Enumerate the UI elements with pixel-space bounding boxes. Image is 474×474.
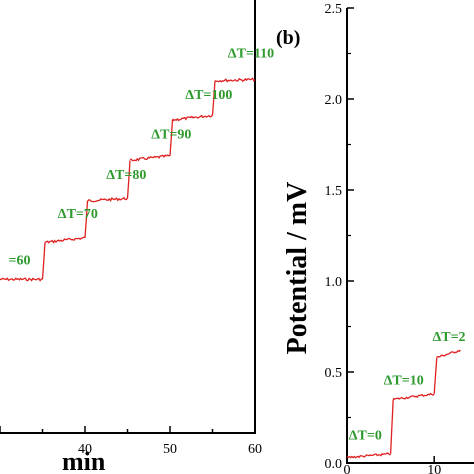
panel-b-trace	[346, 349, 461, 459]
panel-b-trace-segment	[392, 392, 435, 400]
panel-b-annotation: ΔT=10	[384, 374, 424, 389]
panel-a-annotation: ΔT=80	[106, 168, 146, 183]
panel-a-trace-segment	[0, 277, 43, 282]
panel-b-x-tick-label: 10	[427, 463, 441, 474]
panel-b-annotations: ΔT=0 ΔT=10 ΔT=2	[349, 330, 466, 443]
panel-a-axes	[0, 0, 256, 434]
panel-b-axes	[346, 8, 474, 464]
panel-a-trace-segment	[41, 242, 46, 280]
panel-b-y-tick-label: 2.0	[325, 93, 343, 108]
panel-a-trace-segment	[211, 80, 216, 116]
panel-a-trace-segment	[44, 236, 86, 244]
panel-a-trace-segment	[169, 119, 174, 156]
panel-a-annotations: =60 ΔT=70 ΔT=80 ΔT=90 ΔT=100 ΔT=110	[9, 47, 275, 269]
panel-a-annotation: ΔT=90	[151, 127, 191, 142]
panel-a-trace	[0, 77, 256, 282]
panel-b-trace-segment	[346, 452, 391, 459]
panel-b-annotation: ΔT=2	[432, 330, 465, 345]
panel-b-y-tick-label: 1.0	[325, 275, 343, 290]
panel-b-y-tick-label: 0.5	[325, 366, 343, 381]
panel-b-y-axis-title: Potential / mV	[282, 182, 313, 355]
panel-a-x-tick-label: 40	[78, 442, 92, 457]
panel-a-trace-segment	[171, 114, 213, 122]
panel-a-ticks: 40 50 60	[0, 426, 262, 457]
panel-b-y-tick-label: 2.5	[325, 2, 343, 17]
panel-a-trace-segment	[84, 200, 89, 238]
panel-b-label: (b)	[276, 27, 300, 49]
panel-a-trace-segment	[86, 196, 129, 203]
panel-b-annotation: ΔT=0	[349, 428, 382, 443]
panel-a-annotation: ΔT=110	[228, 47, 274, 62]
panel-a-x-tick-label: 60	[248, 442, 262, 457]
panel-b-y-tick-label: 1.5	[325, 184, 343, 199]
panel-a: 40 50 60 =60 ΔT=70 ΔT=80 ΔT=90 ΔT=100 ΔT=110 mi…	[0, 0, 274, 474]
panel-a-trace-segment	[214, 77, 256, 83]
panel-b-y-tick-label: 0.0	[325, 457, 343, 472]
panel-a-annotation: ΔT=100	[185, 88, 232, 103]
panel-a-x-axis-title: min	[62, 447, 106, 474]
panel-b-ticks: 0.0 0.5 1.0 1.5 2.0 2.5 0 10	[325, 2, 442, 474]
panel-a-x-tick-label: 50	[163, 442, 177, 457]
panel-b-trace-segment	[436, 349, 461, 358]
panel-a-annotation: =60	[9, 253, 31, 268]
panel-b-trace-segment	[433, 357, 438, 394]
panel-a-annotation: ΔT=70	[58, 207, 98, 222]
panel-a-trace-segment	[126, 160, 131, 199]
panel-a-trace-segment	[129, 154, 171, 162]
panel-b-x-tick-label: 0	[344, 463, 351, 474]
panel-b-trace-segment	[389, 399, 394, 454]
